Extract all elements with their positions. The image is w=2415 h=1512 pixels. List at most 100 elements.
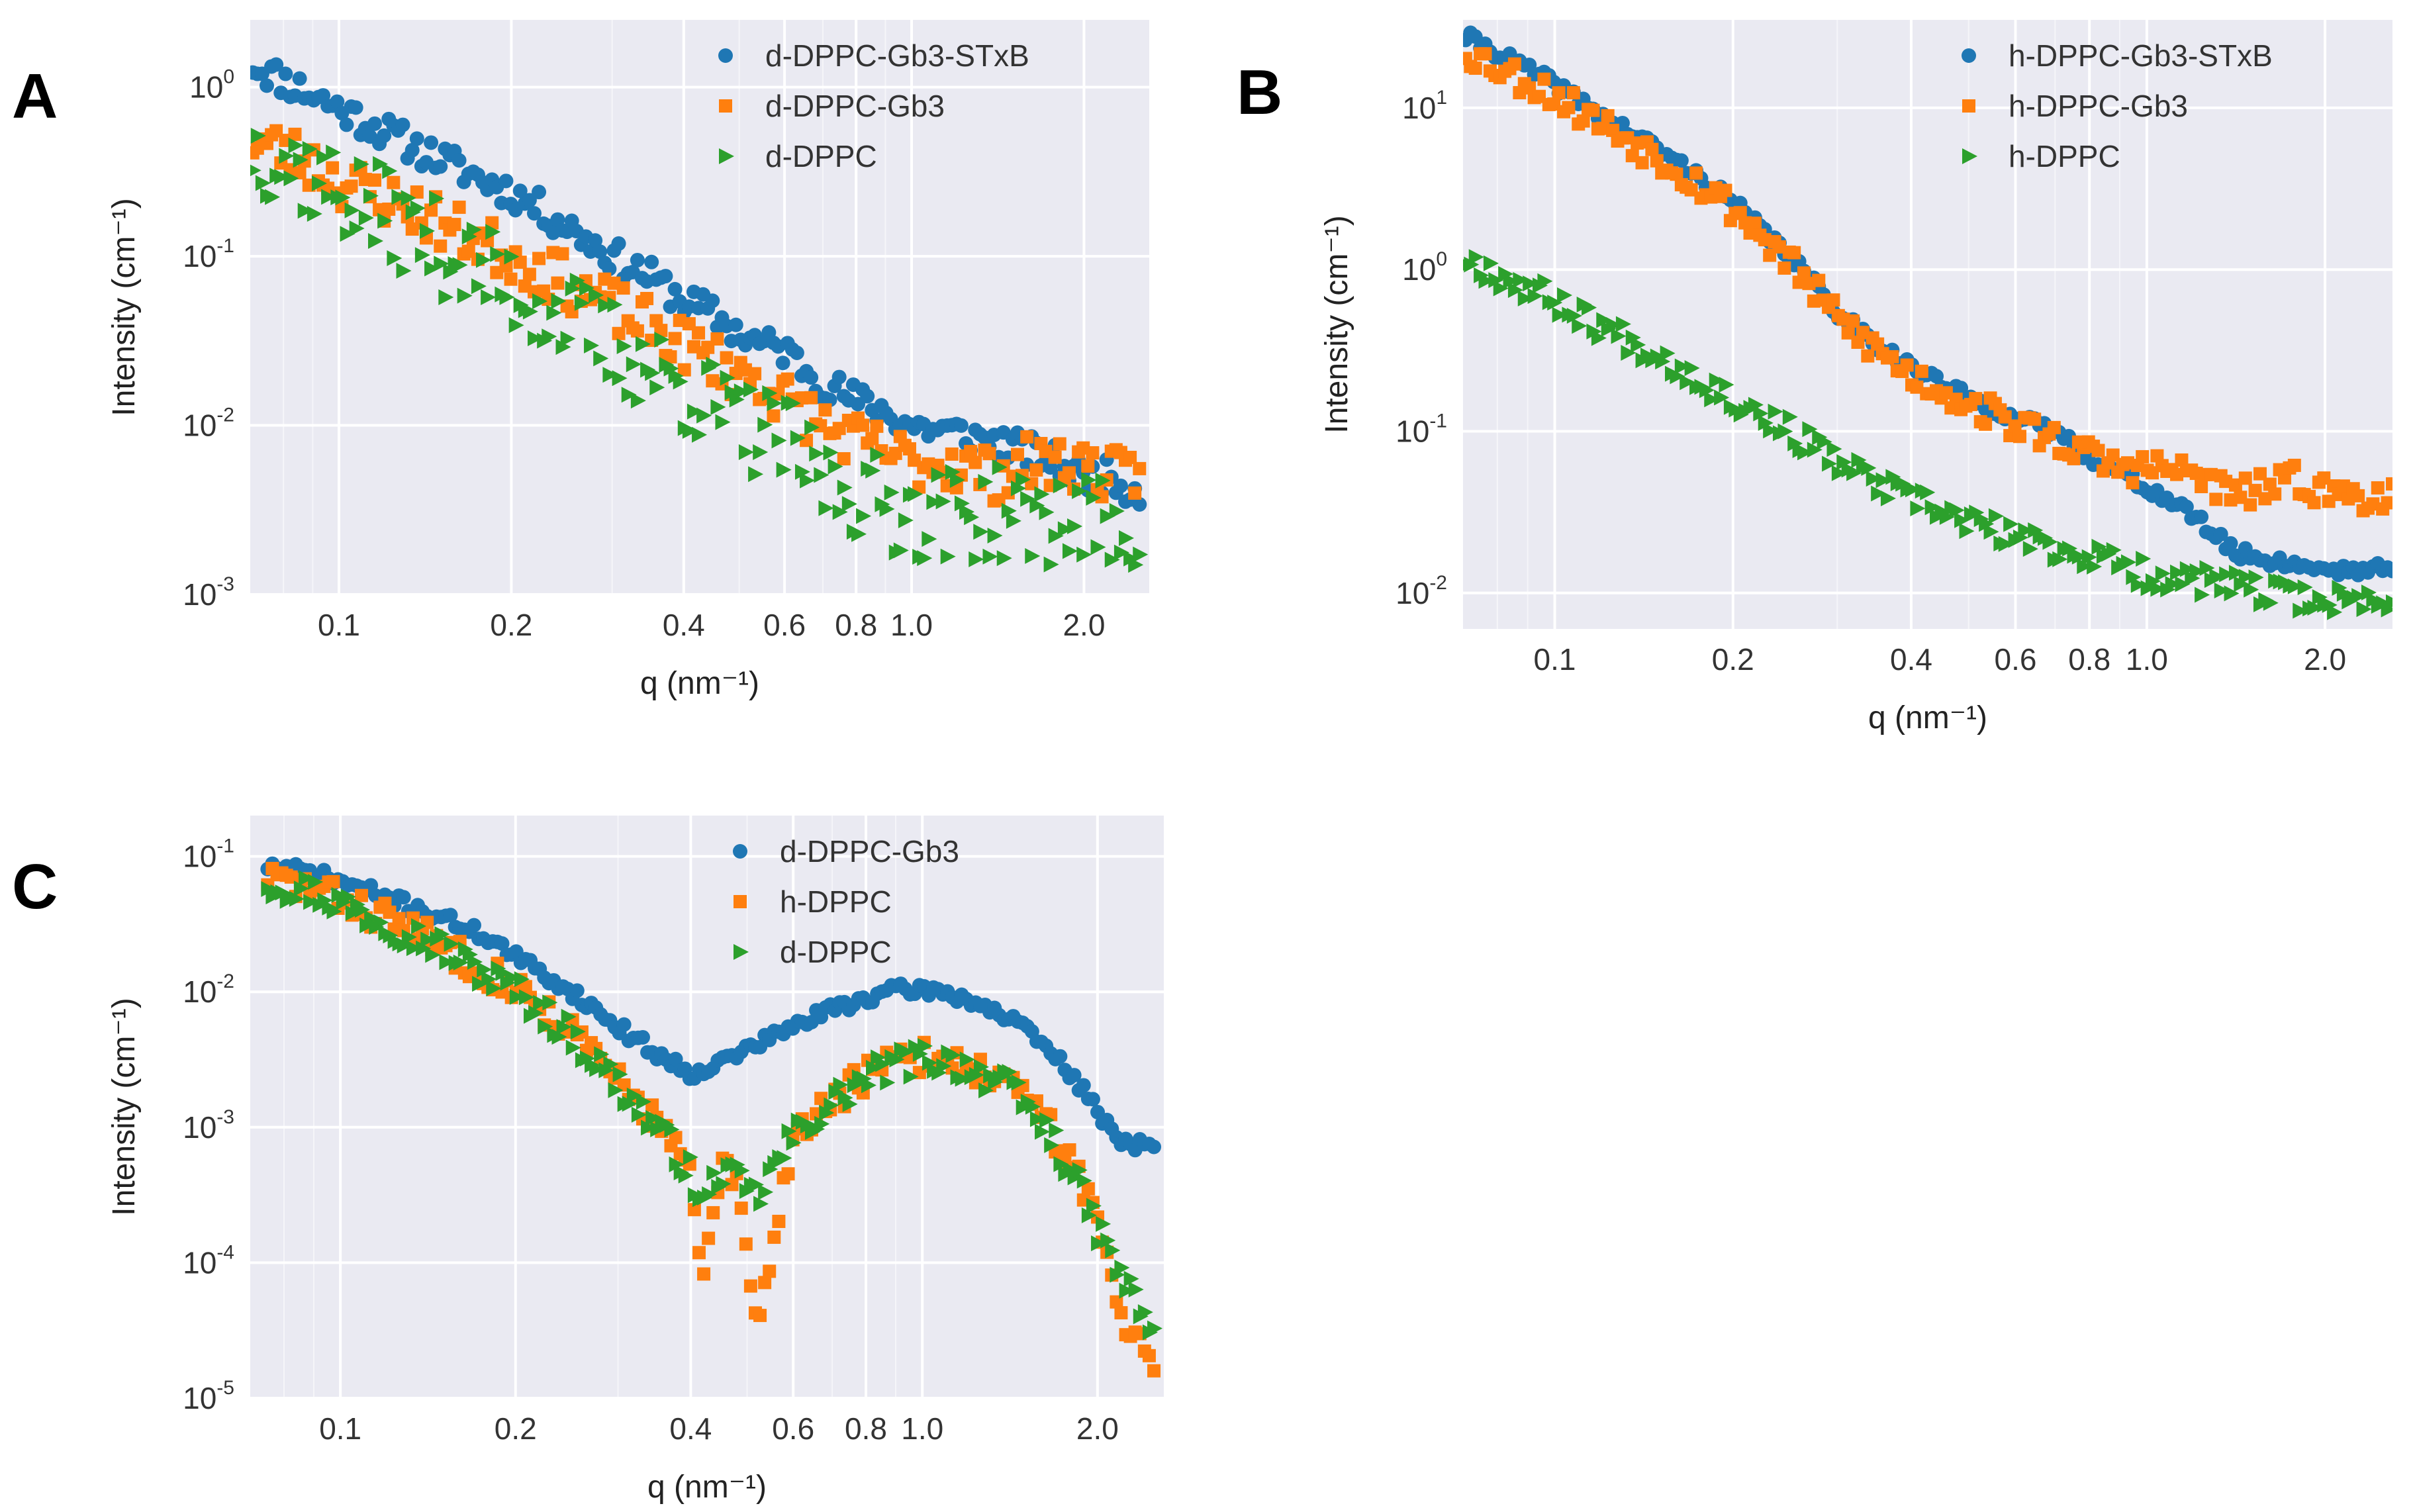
data-point [410, 185, 424, 199]
data-point [508, 317, 524, 334]
data-point [785, 395, 801, 412]
data-point [860, 389, 875, 404]
data-point [391, 189, 407, 205]
data-point [2013, 430, 2026, 444]
data-point [1128, 1281, 1144, 1298]
data-point [996, 550, 1012, 567]
data-point [2081, 549, 2097, 565]
data-point [710, 399, 726, 415]
data-point [1802, 421, 1818, 438]
data-point [504, 969, 520, 986]
data-point [1763, 422, 1779, 439]
data-point [635, 1029, 650, 1045]
series-h-DPPC-Gb3 [1463, 47, 2392, 518]
data-point [626, 356, 641, 373]
data-point [477, 961, 493, 978]
y-tick-label: 101 [1402, 87, 1447, 125]
data-point [1576, 114, 1590, 128]
data-point [293, 165, 307, 179]
data-point [274, 169, 290, 185]
data-point [2361, 585, 2377, 601]
y-tick-label: 10-2 [183, 970, 234, 1009]
data-point [2194, 509, 2209, 524]
data-point [339, 117, 354, 132]
data-point [532, 293, 548, 310]
legend-marker [1962, 99, 1975, 113]
data-point [1076, 546, 1092, 563]
data-point [898, 1043, 914, 1060]
data-point [490, 246, 506, 262]
data-point [781, 1167, 795, 1181]
panel-a: A 0.1 0.2 0.4 0.6 0.8 1.0 2.0 10-3 10-2 10-1 100 q … [12, 20, 1149, 701]
data-point [715, 414, 731, 430]
data-point [696, 407, 712, 424]
data-point [2003, 516, 2019, 532]
legend-marker [733, 844, 747, 859]
data-point [461, 228, 477, 245]
data-point [335, 189, 351, 206]
y-tick-label: 10-3 [183, 1106, 234, 1145]
panel-letter-c: C [12, 851, 58, 922]
data-point [2042, 534, 2058, 550]
data-point [1048, 528, 1064, 544]
data-point [1039, 504, 1055, 520]
data-point [879, 500, 895, 517]
data-point [1133, 461, 1147, 475]
data-point [2126, 569, 2142, 585]
data-point [650, 1121, 666, 1137]
data-point [959, 1051, 975, 1068]
data-point [743, 381, 759, 398]
data-layer [1463, 25, 2392, 620]
data-point [1072, 483, 1088, 499]
data-point [818, 403, 832, 417]
data-point [912, 1045, 928, 1062]
data-point [824, 1097, 839, 1113]
data-point [1119, 1282, 1135, 1299]
data-point [725, 1178, 739, 1192]
data-point [2253, 467, 2267, 481]
data-point [612, 326, 626, 340]
data-point [1523, 275, 1539, 292]
data-point [753, 1196, 769, 1212]
data-point [706, 1205, 720, 1219]
data-point [1689, 166, 1703, 180]
data-point [833, 1076, 849, 1093]
data-point [917, 1037, 933, 1054]
data-point [406, 940, 422, 957]
data-point [2195, 587, 2210, 603]
data-point [776, 461, 792, 478]
data-point [724, 384, 740, 401]
data-point [692, 326, 706, 340]
data-point [518, 989, 534, 1006]
data-point [2091, 538, 2107, 555]
data-point [2170, 564, 2186, 581]
data-point [1053, 437, 1066, 451]
data-point [819, 1104, 835, 1121]
data-point [762, 385, 778, 401]
data-point [1468, 249, 1484, 265]
data-point [255, 175, 271, 191]
data-point [870, 447, 886, 463]
data-point [2195, 480, 2208, 494]
data-point [1826, 441, 1842, 457]
data-point [856, 418, 870, 432]
data-point [1113, 478, 1128, 493]
data-point [814, 1115, 830, 1132]
data-point [922, 531, 937, 547]
data-point [297, 203, 313, 219]
data-point [348, 100, 363, 115]
data-point [420, 931, 436, 948]
data-point [1562, 101, 1576, 115]
data-point [542, 994, 558, 1011]
data-point [1787, 246, 1801, 260]
data-point [1782, 408, 1798, 425]
data-point [288, 137, 304, 154]
data-point [1547, 295, 1563, 311]
data-point [2219, 566, 2235, 583]
data-point [2126, 476, 2140, 490]
data-point [1905, 481, 1921, 498]
data-point [926, 494, 942, 510]
data-point [1537, 72, 1551, 86]
data-point [870, 419, 884, 433]
data-point [498, 173, 514, 189]
